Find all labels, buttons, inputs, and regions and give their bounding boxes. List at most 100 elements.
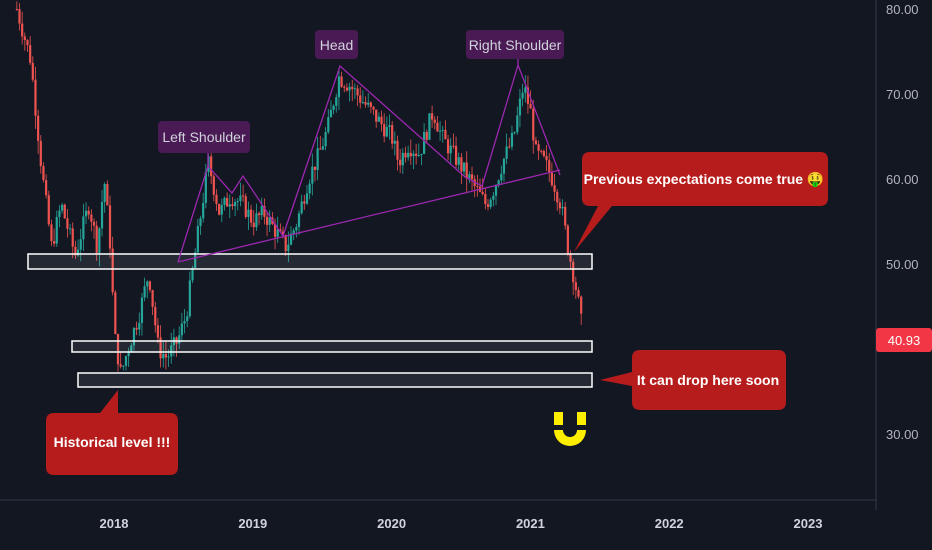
candle-body bbox=[409, 152, 412, 157]
candle-body bbox=[441, 129, 444, 131]
support-zone-36 bbox=[77, 372, 593, 388]
candle-body bbox=[130, 345, 133, 352]
candle-body bbox=[321, 146, 325, 150]
candle-body bbox=[396, 140, 399, 160]
candle-body bbox=[218, 203, 221, 215]
candlestick-series bbox=[15, 1, 583, 372]
candle-body bbox=[108, 205, 112, 249]
candle-body bbox=[42, 166, 45, 181]
candle-body bbox=[212, 176, 215, 195]
candle-body bbox=[220, 204, 223, 215]
candle-body bbox=[231, 204, 234, 207]
candle-body bbox=[462, 162, 466, 172]
candle-body bbox=[454, 145, 458, 165]
head-shoulders-pattern bbox=[177, 57, 561, 263]
candle-body bbox=[287, 244, 290, 252]
candle-body bbox=[138, 322, 141, 330]
candle-body bbox=[423, 132, 426, 154]
x-tick-label: 2023 bbox=[794, 516, 823, 531]
candle-body bbox=[364, 102, 367, 105]
candle-body bbox=[106, 183, 109, 206]
candle-body bbox=[92, 221, 96, 226]
candle-body bbox=[476, 186, 479, 188]
candle-body bbox=[548, 160, 551, 173]
candle-body bbox=[545, 156, 548, 161]
candle-body bbox=[391, 125, 394, 144]
candle-body bbox=[556, 191, 559, 203]
candle-body bbox=[71, 228, 74, 247]
candle-body bbox=[438, 130, 442, 132]
candle-body bbox=[289, 233, 293, 245]
candle-body bbox=[452, 145, 455, 147]
candle-body bbox=[204, 171, 207, 203]
candle-body bbox=[127, 351, 130, 357]
candle-body bbox=[313, 166, 317, 170]
candle-body bbox=[417, 155, 420, 157]
candle-body bbox=[564, 206, 567, 226]
candle-body bbox=[534, 140, 538, 145]
candle-body bbox=[170, 345, 173, 357]
candle-body bbox=[53, 241, 56, 244]
candle-body bbox=[372, 106, 375, 110]
candle-body bbox=[215, 194, 218, 204]
candle-body bbox=[281, 231, 285, 236]
x-tick-label: 2021 bbox=[516, 516, 545, 531]
x-tick-label: 2020 bbox=[377, 516, 406, 531]
candle-body bbox=[489, 199, 492, 207]
candle-body bbox=[15, 9, 18, 10]
candle-body bbox=[377, 116, 380, 122]
candle-body bbox=[492, 195, 495, 200]
candle-body bbox=[239, 195, 242, 202]
candle-body bbox=[356, 88, 359, 96]
candle-body bbox=[18, 9, 21, 24]
candle-body bbox=[140, 297, 144, 323]
candle-body bbox=[202, 202, 205, 219]
candle-body bbox=[465, 162, 468, 179]
x-axis-ticks: 2018 2019 2020 2021 2022 2023 bbox=[100, 516, 823, 531]
candle-body bbox=[518, 98, 522, 116]
candle-body bbox=[39, 140, 42, 167]
candle-body bbox=[401, 152, 404, 166]
candle-body bbox=[369, 102, 372, 107]
candle-body bbox=[460, 157, 463, 172]
candle-body bbox=[26, 40, 29, 46]
candle-body bbox=[497, 180, 500, 186]
candle-body bbox=[375, 109, 378, 122]
candle-body bbox=[324, 132, 327, 147]
candle-body bbox=[383, 124, 386, 137]
candle-body bbox=[29, 45, 32, 63]
candle-body bbox=[446, 139, 450, 154]
candle-body bbox=[540, 150, 543, 152]
candle-body bbox=[340, 76, 343, 87]
right-shoulder-label: Right Shoulder bbox=[466, 30, 564, 59]
candle-body bbox=[513, 132, 516, 134]
candle-body bbox=[412, 153, 415, 157]
candle-body bbox=[351, 86, 354, 90]
candle-body bbox=[273, 223, 277, 237]
candle-body bbox=[433, 119, 436, 123]
candle-body bbox=[388, 125, 391, 127]
candle-body bbox=[484, 194, 487, 205]
candle-body bbox=[393, 140, 396, 144]
candle-body bbox=[247, 209, 250, 217]
historical-level-callout: Historical level !!! bbox=[46, 390, 178, 475]
candle-body bbox=[55, 216, 58, 244]
candle-body bbox=[74, 246, 77, 256]
y-tick-label: 70.00 bbox=[886, 87, 919, 102]
candle-body bbox=[63, 204, 66, 219]
candle-body bbox=[265, 216, 269, 225]
candle-body bbox=[521, 92, 524, 99]
candle-body bbox=[537, 144, 540, 151]
y-axis-ticks: 80.00 70.00 60.00 50.00 30.00 bbox=[886, 2, 919, 442]
candle-body bbox=[268, 217, 271, 225]
candle-body bbox=[305, 193, 309, 204]
y-tick-label: 30.00 bbox=[886, 427, 919, 442]
candle-body bbox=[50, 224, 53, 242]
svg-text:Previous expectations come tru: Previous expectations come true 🤑 bbox=[584, 171, 825, 188]
candle-body bbox=[502, 158, 506, 174]
candle-body bbox=[124, 356, 128, 366]
candle-body bbox=[580, 296, 583, 314]
candle-body bbox=[279, 229, 282, 232]
candle-body bbox=[95, 225, 98, 253]
